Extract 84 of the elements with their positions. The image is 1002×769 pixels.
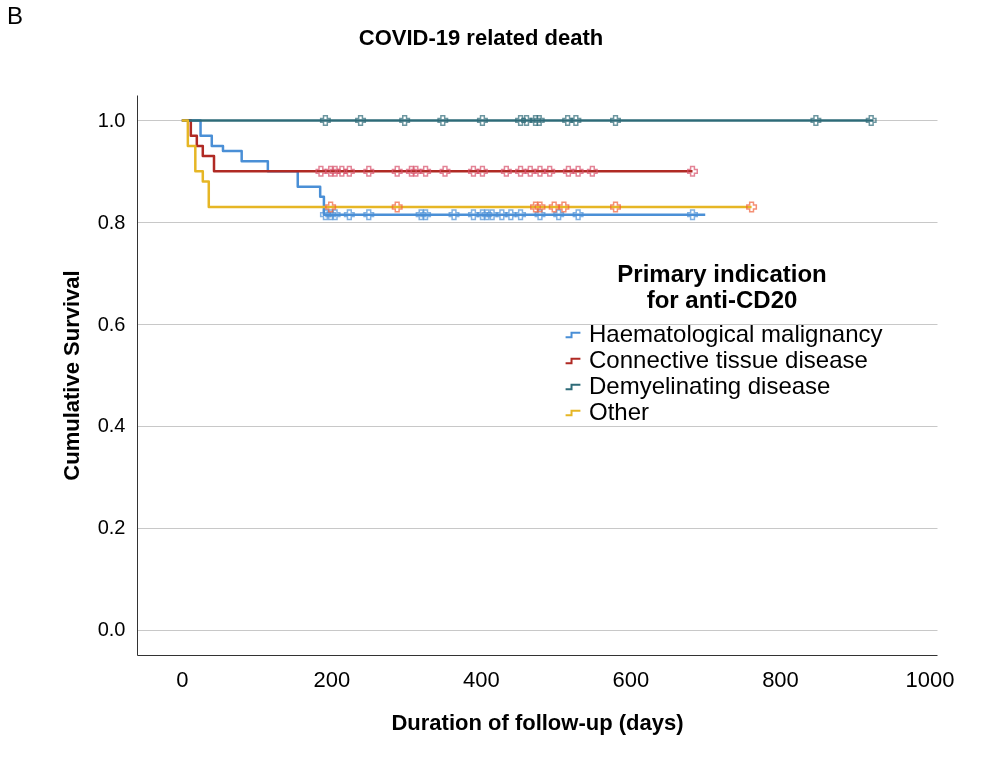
point	[496, 209, 508, 221]
point	[544, 165, 556, 177]
point	[810, 114, 822, 126]
point	[572, 209, 584, 221]
point	[467, 209, 479, 221]
x-tick-label: 200	[313, 666, 351, 692]
y-tick-label: 0.4	[97, 414, 126, 437]
point	[476, 114, 488, 126]
legend-label: Demyelinating disease	[589, 372, 831, 399]
text: B	[7, 2, 24, 29]
point	[481, 209, 493, 221]
legend-title: Primary indication for anti-CD20	[617, 260, 827, 313]
y-tick-label: 0.8	[97, 210, 126, 233]
point	[467, 165, 479, 177]
point	[437, 114, 449, 126]
point	[534, 165, 546, 177]
point	[325, 209, 337, 221]
point	[534, 209, 546, 221]
legend-label: Other	[589, 398, 650, 425]
point	[515, 209, 527, 221]
point	[548, 201, 560, 213]
y-axis-title: Cumulative Survival	[58, 270, 84, 481]
point	[329, 165, 341, 177]
point	[391, 165, 403, 177]
point	[415, 209, 427, 221]
point	[524, 165, 536, 177]
x-tick-label: 600	[612, 666, 650, 692]
point	[530, 201, 541, 213]
x-tick-label: 800	[762, 666, 799, 692]
point	[410, 165, 422, 177]
x-tick-label: 400	[463, 666, 500, 692]
point	[325, 165, 337, 177]
x-tick-label: 0	[176, 666, 189, 692]
point	[486, 209, 498, 221]
point	[329, 209, 341, 221]
point	[325, 201, 337, 213]
point	[439, 165, 451, 177]
y-tick-label: 0.6	[97, 312, 126, 335]
point	[399, 114, 411, 126]
point	[515, 165, 527, 177]
point	[476, 165, 488, 177]
point	[476, 209, 488, 221]
y-tick-label: 0.0	[97, 618, 126, 641]
point	[533, 114, 545, 126]
point	[420, 209, 432, 221]
x-axis-title: Duration of follow-up (days)	[391, 709, 684, 735]
point	[319, 114, 331, 126]
point	[746, 201, 758, 213]
point	[343, 209, 355, 221]
point	[319, 209, 331, 221]
point	[553, 209, 565, 221]
point	[687, 209, 699, 221]
point	[355, 114, 367, 126]
point	[610, 201, 621, 213]
point	[343, 165, 355, 177]
point	[505, 209, 517, 221]
point	[530, 114, 541, 126]
point	[363, 165, 375, 177]
point	[515, 114, 527, 126]
point	[570, 114, 582, 126]
point	[448, 209, 460, 221]
point	[405, 165, 417, 177]
point	[610, 114, 621, 126]
point	[687, 165, 699, 177]
y-tick-label: 1.0	[97, 108, 126, 131]
y-tick-label: 0.2	[97, 516, 126, 539]
legend-label: Connective tissue disease	[589, 346, 868, 373]
point	[391, 201, 403, 213]
point	[865, 114, 877, 126]
chart-title: COVID-19 related death	[358, 25, 604, 50]
x-tick-label: 1000	[905, 666, 955, 692]
point	[500, 165, 512, 177]
point	[420, 165, 432, 177]
point	[586, 165, 598, 177]
point	[572, 165, 584, 177]
legend-label: Haematological malignancy	[589, 320, 883, 347]
point	[558, 201, 570, 213]
point	[521, 114, 533, 126]
point	[315, 165, 327, 177]
point	[562, 165, 574, 177]
point	[336, 165, 348, 177]
point	[534, 201, 546, 213]
point	[562, 114, 574, 126]
point	[363, 209, 375, 221]
